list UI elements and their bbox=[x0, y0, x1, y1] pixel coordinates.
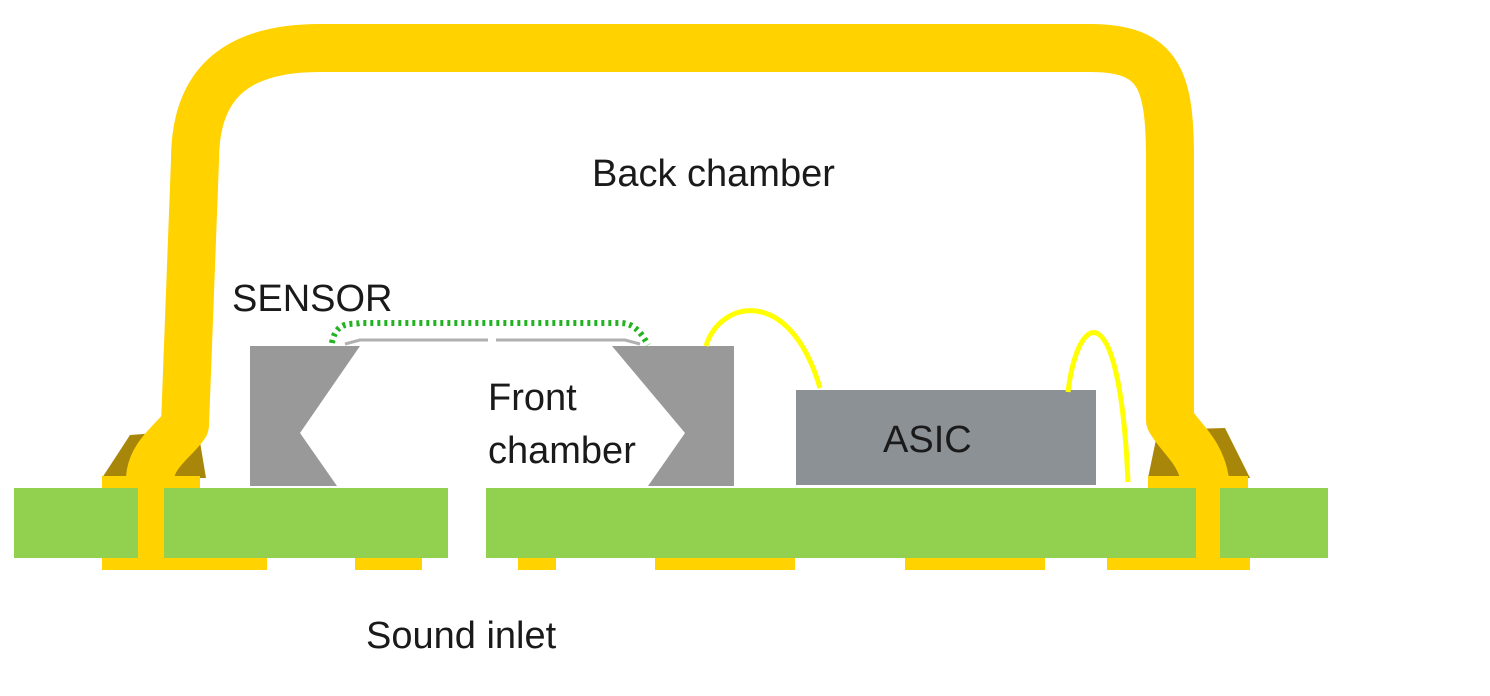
pad bbox=[518, 556, 556, 570]
bottom-pads bbox=[102, 556, 1250, 570]
bond-wire-sensor-asic bbox=[703, 308, 823, 389]
pad bbox=[655, 556, 795, 570]
right-via bbox=[1196, 482, 1220, 560]
bond-wire-asic-pcb bbox=[1065, 330, 1131, 483]
front-chamber-label-line1: Front bbox=[488, 377, 577, 419]
pcb-substrate-left bbox=[14, 488, 448, 558]
sensor-die-right bbox=[612, 346, 734, 486]
back-chamber-label: Back chamber bbox=[592, 153, 835, 195]
membrane-gap bbox=[488, 330, 496, 344]
asic-die bbox=[796, 390, 1096, 485]
sound-inlet-label: Sound inlet bbox=[366, 615, 557, 657]
pad bbox=[355, 556, 422, 570]
pad bbox=[905, 556, 1045, 570]
pad bbox=[102, 556, 267, 570]
metal-lid bbox=[126, 24, 1229, 486]
pad bbox=[1107, 556, 1250, 570]
asic-label: ASIC bbox=[883, 419, 972, 461]
front-chamber-label-line2: chamber bbox=[488, 430, 636, 472]
sensor-label: SENSOR bbox=[232, 278, 392, 320]
sensor-die-left bbox=[250, 346, 360, 486]
left-via bbox=[138, 482, 164, 560]
membrane bbox=[329, 320, 651, 347]
pcb-substrate-right bbox=[486, 488, 1328, 558]
